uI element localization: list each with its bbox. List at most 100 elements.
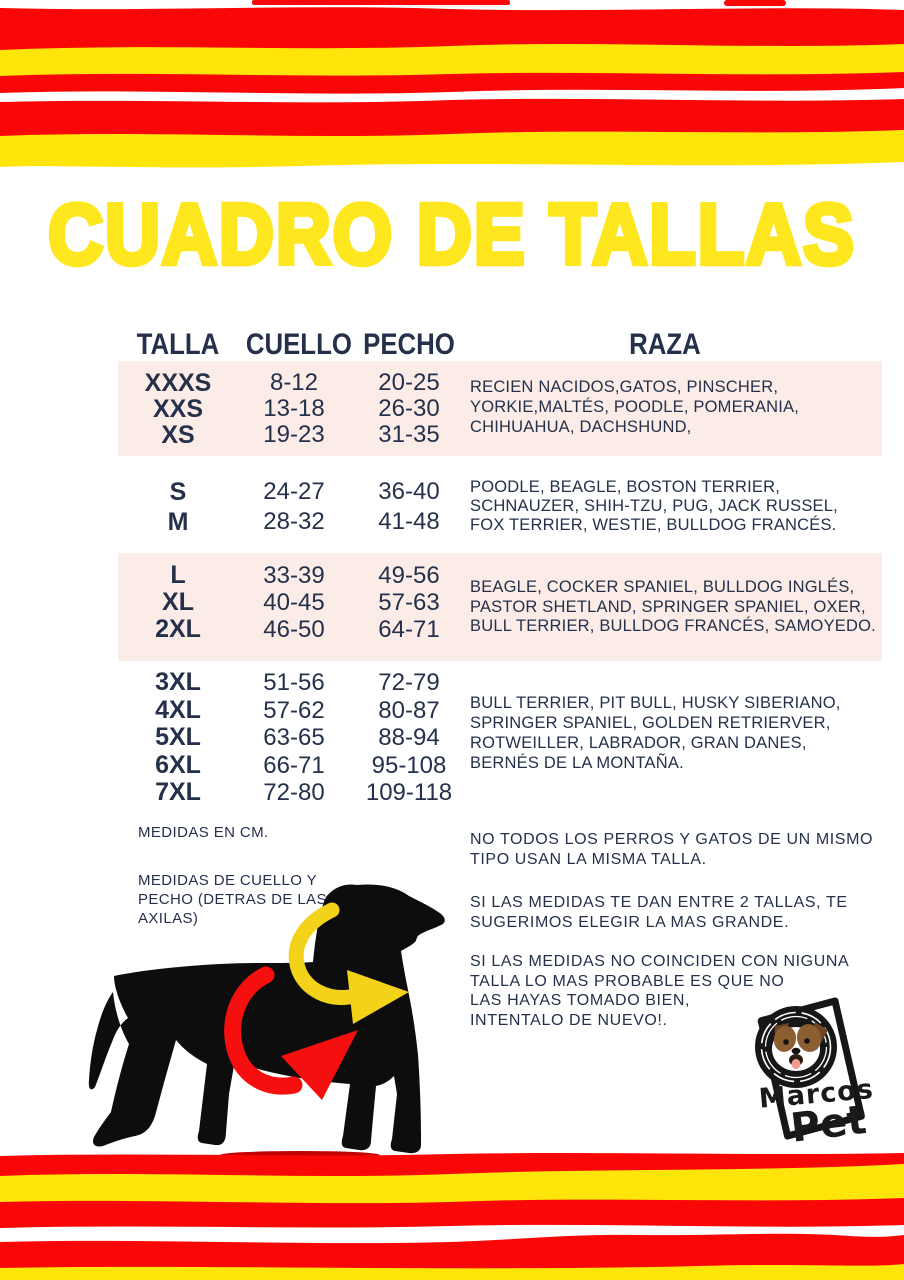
measure-note-line: PECHO (DETRAS DE LAS bbox=[138, 891, 327, 908]
chest-range: 88-94 bbox=[378, 724, 440, 752]
tip-line: SUGERIMOS ELEGIR LA MAS GRANDE. bbox=[470, 913, 790, 931]
column-header-cuello: CUELLO bbox=[245, 328, 352, 361]
neck-measure-arrow bbox=[288, 902, 357, 1006]
table-row: 4XL 57-62 80-87 bbox=[118, 695, 882, 725]
tip-same-type: NO TODOS LOS PERROS Y GATOS DE UN MISMO … bbox=[470, 830, 890, 869]
neck-range: 8-12 bbox=[269, 369, 319, 396]
measure-note-line: AXILAS) bbox=[138, 910, 199, 927]
chest-range: 49-56 bbox=[378, 562, 440, 589]
tip-line: TIPO USAN LA MISMA TALLA. bbox=[470, 850, 707, 868]
measure-note: MEDIDAS DE CUELLO Y PECHO (DETRAS DE LAS… bbox=[138, 871, 408, 928]
size-label: XS bbox=[161, 421, 195, 449]
neck-range: 72-80 bbox=[263, 779, 325, 807]
neck-range: 46-50 bbox=[263, 616, 325, 643]
chest-range: 109-118 bbox=[365, 779, 453, 807]
tip-line: SI LAS MEDIDAS NO COINCIDEN CON NIGUNA bbox=[470, 953, 850, 970]
page-title: CUADRO DE TALLAS bbox=[46, 184, 856, 285]
tip-between-sizes: SI LAS MEDIDAS TE DAN ENTRE 2 TALLAS, TE… bbox=[470, 893, 890, 932]
bottom-brush-stripes bbox=[0, 1151, 904, 1280]
tip-line: INTENTALO DE NUEVO!. bbox=[470, 1011, 668, 1029]
size-label: 6XL bbox=[155, 750, 201, 779]
dog-measure-diagram bbox=[88, 884, 445, 1154]
size-label: 7XL bbox=[155, 778, 201, 807]
neck-range: 13-18 bbox=[263, 395, 325, 422]
size-label: S bbox=[169, 478, 187, 506]
neck-range: 40-45 bbox=[263, 589, 325, 616]
chest-range: 64-71 bbox=[378, 616, 440, 643]
breed-line: CHIHUAHUA, DACHSHUND, bbox=[470, 418, 692, 436]
tip-line: NO TODOS LOS PERROS Y GATOS DE UN MISMO bbox=[470, 831, 874, 848]
breed-line: FOX TERRIER, WESTIE, BULLDOG FRANCÉS. bbox=[470, 516, 837, 534]
breed-line: BEAGLE, COCKER SPANIEL, BULLDOG INGLÉS, bbox=[470, 578, 855, 596]
chest-range: 41-48 bbox=[378, 508, 440, 535]
size-label: XXS bbox=[152, 395, 204, 423]
logo-frame bbox=[757, 997, 865, 1140]
breed-line: BERNÉS DE LA MONTAÑA. bbox=[470, 754, 684, 772]
neck-range: 66-71 bbox=[263, 751, 325, 779]
chest-range: 20-25 bbox=[378, 369, 440, 396]
table-row: 2XL 46-50 64-71 bbox=[118, 615, 882, 644]
chest-range: 95-108 bbox=[371, 751, 447, 779]
breed-line: ROTWEILLER, LABRADOR, GRAN DANES, bbox=[470, 734, 807, 752]
breed-line: SCHNAUZER, SHIH-TZU, PUG, JACK RUSSEL, bbox=[470, 497, 838, 515]
breed-list: POODLE, BEAGLE, BOSTON TERRIER, SCHNAUZE… bbox=[470, 478, 882, 535]
size-label: XXXS bbox=[144, 369, 212, 397]
tip-line: SI LAS MEDIDAS TE DAN ENTRE 2 TALLAS, TE bbox=[470, 894, 848, 911]
table-row: 5XL 63-65 88-94 bbox=[118, 724, 882, 752]
table-row: L 33-39 49-56 bbox=[118, 562, 882, 590]
breed-line: RECIEN NACIDOS,GATOS, PINSCHER, bbox=[470, 378, 779, 396]
units-note: MEDIDAS EN CM. bbox=[138, 824, 269, 841]
table-row: XXS 13-18 26-30 bbox=[118, 395, 882, 423]
size-label: 4XL bbox=[155, 695, 201, 724]
size-label: 2XL bbox=[155, 615, 201, 643]
neck-arrow-head bbox=[347, 970, 409, 1024]
size-group-s-m: S 24-27 36-40 M 28-32 41-48 bbox=[118, 463, 882, 537]
size-label: XL bbox=[162, 588, 194, 616]
chest-range: 57-63 bbox=[378, 589, 440, 616]
size-label: 5XL bbox=[155, 723, 201, 752]
breed-line: SPRINGER SPANIEL, GOLDEN RETRIERVER, bbox=[470, 714, 831, 732]
table-row: M 28-32 41-48 bbox=[118, 507, 882, 537]
chest-measure-arrow bbox=[224, 966, 303, 1095]
column-header-pecho: PECHO bbox=[363, 328, 455, 361]
tip-remeasure: SI LAS MEDIDAS NO COINCIDEN CON NIGUNA T… bbox=[470, 952, 890, 1030]
breed-list: RECIEN NACIDOS,GATOS, PINSCHER, YORKIE,M… bbox=[470, 377, 882, 437]
chest-range: 26-30 bbox=[378, 395, 440, 422]
measure-note-line: MEDIDAS DE CUELLO Y bbox=[138, 872, 318, 889]
table-row: S 24-27 36-40 bbox=[118, 477, 882, 507]
breed-line: BULL TERRIER, PIT BULL, HUSKY SIBERIANO, bbox=[470, 694, 841, 712]
tip-line: LAS HAYAS TOMADO BIEN, bbox=[470, 992, 691, 1009]
breed-list: BULL TERRIER, PIT BULL, HUSKY SIBERIANO,… bbox=[470, 693, 882, 773]
table-header-row: TALLA CUELLO PECHO RAZA bbox=[118, 328, 882, 362]
breed-line: YORKIE,MALTÉS, POODLE, POMERANIA, bbox=[470, 398, 800, 416]
chest-range: 31-35 bbox=[378, 421, 440, 448]
neck-range: 51-56 bbox=[263, 669, 325, 696]
table-row: 7XL 72-80 109-118 bbox=[118, 779, 882, 807]
table-row: XXXS 8-12 20-25 bbox=[118, 369, 882, 397]
size-group-l-2xl: L 33-39 49-56 XL 40-45 57-63 2XL 46-50 6… bbox=[118, 553, 882, 661]
top-brush-stripes bbox=[0, 0, 904, 168]
neck-range: 24-27 bbox=[263, 478, 325, 505]
table-row: XL 40-45 57-63 bbox=[118, 588, 882, 617]
size-group-xxxs-xs: XXXS 8-12 20-25 XXS 13-18 26-30 XS 19-23… bbox=[118, 361, 882, 456]
breed-line: POODLE, BEAGLE, BOSTON TERRIER, bbox=[470, 478, 781, 496]
neck-range: 57-62 bbox=[263, 696, 325, 724]
breed-line: PASTOR SHETLAND, SPRINGER SPANIEL, OXER, bbox=[470, 597, 866, 616]
tip-line: TALLA LO MAS PROBABLE ES QUE NO bbox=[470, 972, 785, 990]
column-header-raza: RAZA bbox=[629, 328, 701, 361]
neck-range: 33-39 bbox=[263, 562, 325, 589]
column-header-talla: TALLA bbox=[136, 328, 220, 361]
chest-range: 36-40 bbox=[378, 478, 440, 505]
size-group-3xl-7xl: 3XL 51-56 72-79 4XL 57-62 80-87 5XL 63-6… bbox=[118, 668, 882, 807]
neck-range: 28-32 bbox=[263, 508, 325, 535]
logo-brand-line2: Pet bbox=[788, 1097, 869, 1144]
breed-line: BULL TERRIER, BULLDOG FRANCÉS, SAMOYEDO. bbox=[470, 617, 876, 635]
brand-logo: Marcos Pet bbox=[755, 997, 875, 1144]
chest-range: 72-79 bbox=[378, 669, 440, 696]
chest-range: 80-87 bbox=[378, 696, 440, 724]
size-label: M bbox=[167, 508, 189, 536]
logo-puppy-face bbox=[772, 1022, 828, 1071]
chest-arrow-head bbox=[281, 1030, 358, 1100]
size-label: 3XL bbox=[155, 668, 201, 696]
